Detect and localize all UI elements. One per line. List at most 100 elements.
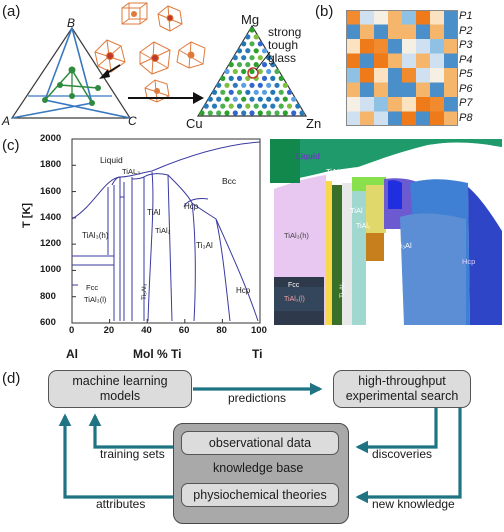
property-label: P4 bbox=[459, 53, 473, 66]
ternary-dot bbox=[245, 34, 251, 40]
edge-label-predictions: predictions bbox=[228, 391, 287, 405]
ternary-dot bbox=[266, 82, 272, 88]
heatmap-cell bbox=[444, 39, 458, 54]
ternary-dot bbox=[266, 110, 272, 116]
ternary-right-vertex-right: Zn bbox=[306, 116, 322, 131]
ternary-dot bbox=[207, 96, 213, 102]
map-label-tial3-top: TiAL₃ bbox=[326, 167, 345, 176]
ternary-diagram-left bbox=[10, 26, 132, 119]
panel-label-d: (d) bbox=[2, 370, 21, 387]
phase-label-fcc: Fcc bbox=[86, 283, 99, 292]
ternary-dot bbox=[270, 89, 276, 95]
map-label-fcc: Fcc bbox=[288, 282, 300, 289]
phase-label-ti3al: Ti₃Al bbox=[196, 241, 213, 250]
heatmap-cell bbox=[388, 24, 402, 39]
ternary-dot bbox=[270, 103, 276, 109]
edge-label-new-knowledge: new knowledge bbox=[372, 497, 455, 511]
xtick-label: 60 bbox=[178, 325, 190, 336]
phase-diagram-ylabel: T [K] bbox=[21, 202, 33, 228]
ternary-dot bbox=[257, 41, 263, 47]
phase-boundaries bbox=[71, 141, 261, 322]
ternary-dot bbox=[266, 68, 272, 75]
ternary-right-vertex-top: Mg bbox=[241, 12, 260, 27]
ternary-dot bbox=[249, 55, 255, 61]
ternary-dot bbox=[245, 103, 251, 109]
ternary-dot bbox=[249, 110, 255, 116]
heatmap-cell bbox=[402, 82, 416, 97]
phase-label-tial: TiAl bbox=[147, 208, 161, 217]
physiochemical-theories-node: physiochemical theories bbox=[181, 483, 339, 507]
heatmap-cell bbox=[346, 82, 360, 97]
strong-tough-glass-annotation: strong tough glass bbox=[268, 25, 302, 65]
xtick-label: 0 bbox=[69, 325, 75, 336]
experimental-search-node: high-throughput experimental search bbox=[333, 370, 471, 408]
heatmap-cell bbox=[416, 111, 430, 126]
ytick-label: 1200 bbox=[40, 238, 62, 250]
ternary-dot bbox=[249, 82, 255, 88]
ternary-dot bbox=[270, 75, 276, 81]
phase-label-hcp-mid: Hcp bbox=[184, 202, 199, 211]
phase-label-hcp-right: Hcp bbox=[236, 286, 251, 295]
heatmap-cell bbox=[430, 68, 444, 83]
ternary-dot bbox=[278, 89, 284, 95]
heatmap-cell bbox=[346, 68, 360, 83]
ternary-dot bbox=[274, 110, 280, 116]
heatmap-cell bbox=[346, 39, 360, 54]
heatmap-cell bbox=[388, 68, 402, 83]
heatmap-cell bbox=[430, 24, 444, 39]
heatmap-cell bbox=[444, 53, 458, 68]
ternary-dot bbox=[220, 103, 226, 109]
ternary-dot bbox=[245, 62, 251, 68]
heatmap-cell bbox=[374, 97, 388, 112]
ternary-dot bbox=[236, 103, 243, 109]
xtick-label: 40 bbox=[141, 325, 152, 336]
ternary-left-vertex-top: B bbox=[67, 16, 76, 30]
heatmap-cell bbox=[388, 82, 402, 97]
edge-label-attributes: attributes bbox=[96, 497, 146, 511]
ternary-dot bbox=[249, 41, 255, 47]
heatmap-cell bbox=[360, 10, 374, 25]
ternary-dot bbox=[299, 110, 305, 116]
attributes-arrow bbox=[58, 413, 173, 499]
phase-prediction-map bbox=[270, 139, 502, 325]
ytick-label: 2000 bbox=[40, 133, 62, 144]
ternary-dot bbox=[216, 82, 222, 88]
ml-models-node: machine learning models bbox=[48, 370, 192, 408]
ternary-dot bbox=[241, 110, 247, 116]
heatmap-cell bbox=[388, 39, 402, 54]
ternary-dot bbox=[261, 103, 268, 109]
ternary-dot bbox=[266, 96, 272, 102]
map-label-tial3h: TiAl₃(h) bbox=[284, 231, 309, 240]
heatmap-cell bbox=[374, 111, 388, 126]
property-label: P2 bbox=[459, 24, 473, 37]
property-label: P7 bbox=[459, 97, 473, 109]
ternary-dot bbox=[228, 103, 234, 109]
phase-diagram-x-right-element: Ti bbox=[252, 347, 263, 361]
heatmap-cell bbox=[430, 111, 444, 126]
ternary-dot bbox=[220, 75, 226, 81]
ytick-label: 1400 bbox=[40, 211, 62, 223]
heatmap-cell bbox=[402, 39, 416, 54]
property-label: P8 bbox=[459, 111, 473, 124]
heatmap-cell bbox=[402, 53, 416, 68]
ytick-label: 1600 bbox=[40, 185, 62, 197]
heatmap-cell bbox=[374, 39, 388, 54]
phase-label-tial2: TiAl₂ bbox=[155, 226, 171, 235]
ternary-dot bbox=[282, 96, 288, 102]
heatmap-cell bbox=[416, 68, 430, 83]
heatmap-cell bbox=[444, 97, 458, 112]
heatmap-cell bbox=[402, 111, 416, 126]
map-label-ti5al: Ti₅Al₃ bbox=[339, 281, 346, 298]
phase-diagram-xlabel: Mol % Ti bbox=[133, 347, 182, 361]
ternary-dot bbox=[236, 89, 243, 95]
heatmap-cell bbox=[402, 24, 416, 39]
heatmap-cell bbox=[416, 97, 430, 112]
ternary-left-vertex-right: C bbox=[128, 114, 137, 128]
heatmap-cell bbox=[360, 39, 374, 54]
ytick-label: 1800 bbox=[40, 159, 62, 171]
ternary-dot bbox=[241, 55, 247, 61]
ternary-dot bbox=[216, 110, 222, 116]
ternary-dot bbox=[253, 62, 259, 68]
ternary-dot bbox=[249, 96, 255, 102]
ternary-dot bbox=[199, 110, 205, 116]
